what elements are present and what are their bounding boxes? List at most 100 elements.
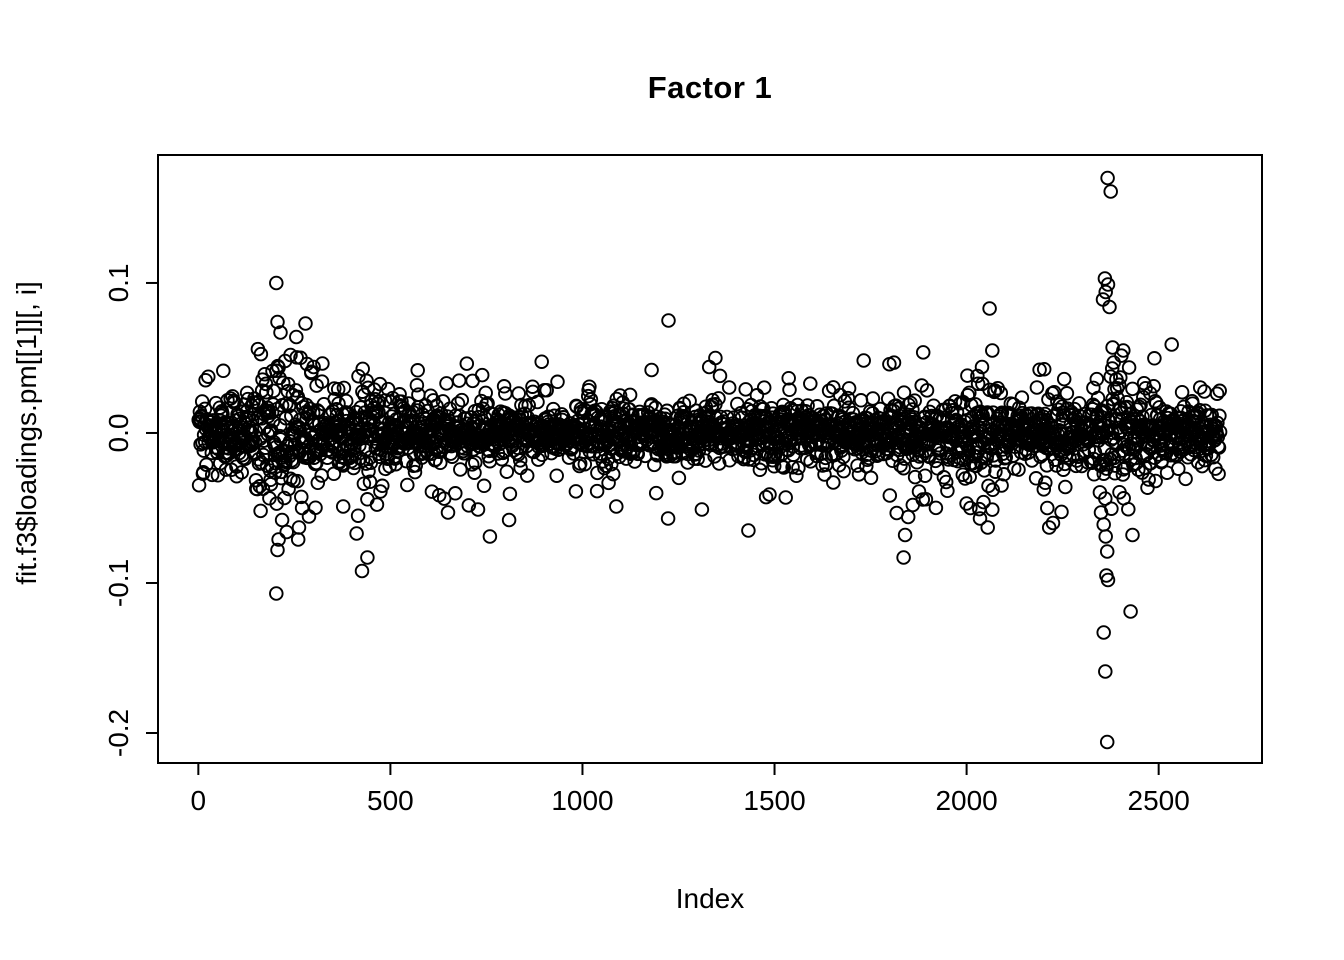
outlier-point — [470, 502, 486, 517]
data-point — [960, 387, 976, 403]
data-point — [350, 508, 366, 523]
data-point — [601, 475, 616, 491]
data-point — [388, 456, 404, 472]
outlier-point — [1116, 343, 1131, 358]
data-point — [375, 478, 390, 494]
data-point — [541, 409, 556, 424]
data-point — [970, 376, 986, 391]
data-point — [223, 391, 238, 406]
data-point — [863, 470, 879, 486]
data-point — [360, 492, 375, 507]
data-point — [288, 383, 304, 398]
outlier-point — [270, 542, 285, 558]
data-point — [711, 391, 726, 406]
outlier-point — [1106, 355, 1121, 370]
data-point — [330, 381, 346, 397]
data-point — [1036, 361, 1052, 377]
data-point — [1028, 471, 1044, 486]
data-point — [409, 377, 425, 393]
data-point — [1131, 399, 1147, 415]
data-point — [392, 387, 407, 402]
data-point — [841, 381, 857, 396]
data-point — [789, 468, 804, 484]
data-point — [513, 460, 528, 476]
data-point — [496, 379, 512, 394]
data-point — [1209, 386, 1225, 401]
outlier-point — [694, 502, 710, 517]
outlier-point — [270, 314, 285, 330]
data-point — [361, 464, 376, 479]
x-tick-label: 2500 — [1128, 785, 1190, 816]
data-point — [1146, 378, 1161, 394]
outlier-point — [290, 532, 306, 547]
outlier-point — [279, 524, 294, 540]
outlier-point — [1164, 337, 1179, 352]
data-point — [905, 402, 920, 417]
outlier-point — [1102, 299, 1117, 315]
data-point — [355, 452, 371, 468]
x-tick-label: 1000 — [551, 785, 613, 816]
data-point — [758, 489, 774, 505]
data-point — [451, 373, 467, 388]
outlier-point — [609, 499, 624, 514]
data-point — [782, 382, 797, 398]
data-point — [194, 394, 210, 409]
outlier-point — [974, 359, 990, 375]
data-point — [201, 369, 216, 384]
outlier-point — [1100, 277, 1116, 292]
outlier-point — [985, 343, 1000, 358]
data-point — [851, 467, 867, 482]
data-point — [1090, 390, 1106, 406]
outlier-point — [1040, 500, 1055, 516]
data-point — [198, 372, 213, 388]
data-point — [294, 489, 309, 505]
data-point — [853, 393, 869, 408]
outlier-point — [1123, 604, 1138, 619]
x-tick-label: 500 — [367, 785, 414, 816]
data-point — [698, 453, 713, 468]
data-point — [454, 392, 470, 408]
data-point — [968, 397, 983, 412]
data-point — [1059, 386, 1075, 401]
outlier-point — [269, 586, 284, 601]
data-point — [1011, 462, 1026, 477]
data-point — [424, 484, 440, 499]
outlier-point — [972, 511, 988, 526]
data-point — [988, 464, 1003, 479]
data-point — [568, 484, 584, 499]
data-point — [498, 386, 513, 401]
data-point — [499, 464, 515, 479]
data-point — [712, 368, 728, 384]
data-point — [605, 466, 621, 482]
data-point — [919, 383, 935, 398]
data-point — [218, 462, 234, 477]
outlier-point — [982, 301, 997, 316]
data-point — [371, 394, 387, 409]
x-tick-label: 0 — [191, 785, 207, 816]
data-point — [351, 368, 366, 384]
data-point — [741, 452, 757, 467]
data-point — [1211, 440, 1227, 455]
data-point — [494, 451, 510, 467]
plot-border — [157, 154, 1263, 764]
outlier-point — [501, 512, 517, 528]
data-point — [1036, 482, 1052, 497]
outlier-point — [1100, 170, 1115, 186]
outlier-point — [277, 353, 293, 369]
data-point — [836, 449, 851, 465]
data-point — [984, 440, 999, 455]
outlier-point — [1041, 520, 1057, 535]
outlier-point — [349, 526, 364, 541]
data-point — [1121, 360, 1137, 375]
data-point — [252, 479, 268, 494]
data-point — [521, 398, 536, 413]
outlier-point — [970, 368, 985, 384]
data-point — [474, 367, 490, 383]
data-point — [776, 460, 792, 475]
outlier-point — [980, 520, 995, 535]
outlier-point — [708, 350, 723, 366]
data-point — [530, 394, 545, 410]
data-point — [976, 494, 991, 510]
outlier-point — [1096, 517, 1111, 532]
